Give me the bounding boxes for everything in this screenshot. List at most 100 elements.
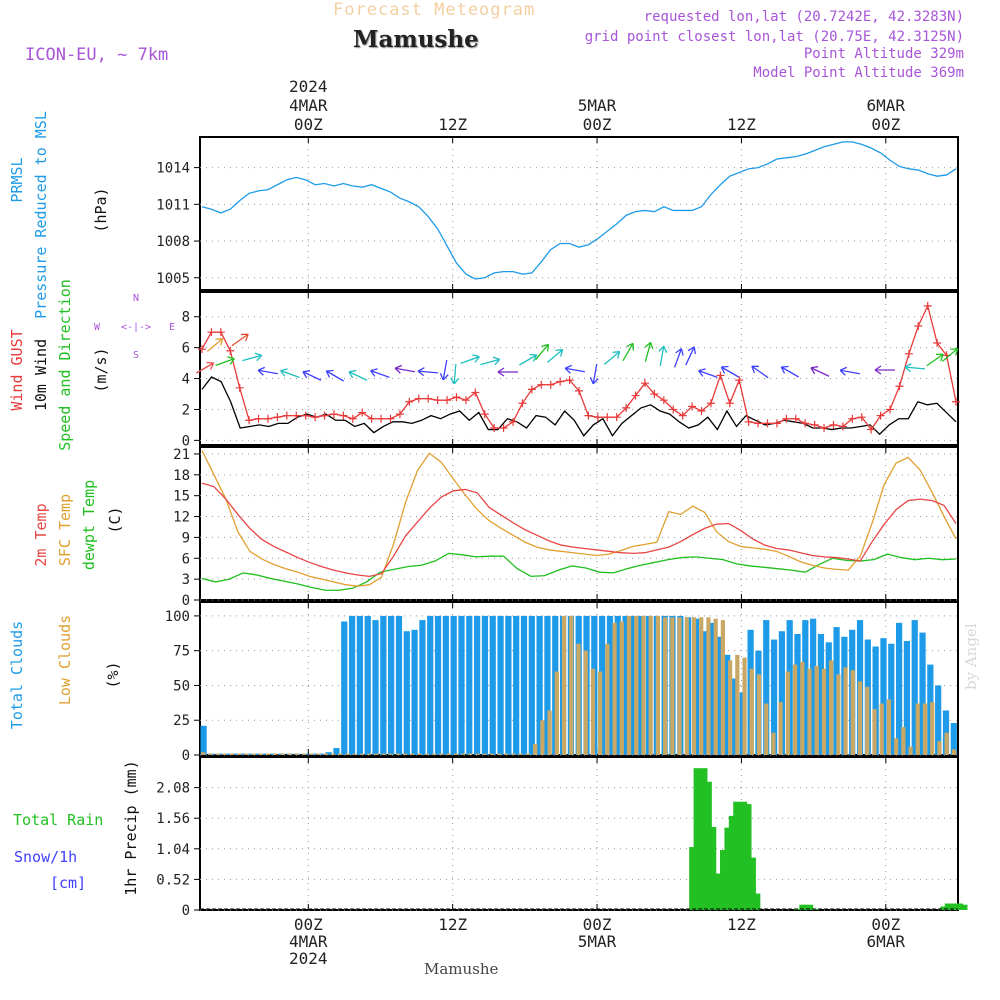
wind-arrow-shaft xyxy=(258,369,278,375)
clouds-y-tick-label: 75 xyxy=(173,644,190,660)
wind-y-tick-label: 4 xyxy=(182,372,190,388)
wind-gust-line-marker xyxy=(584,411,593,420)
total-clouds-bar xyxy=(380,615,387,755)
wind-direction-arrow xyxy=(780,365,799,378)
wind-arrow-head xyxy=(839,366,848,376)
wind-direction-arrow xyxy=(589,364,599,385)
total-clouds-bar xyxy=(458,615,465,755)
gust-label: Wind GUST xyxy=(8,329,26,410)
total-clouds-bar xyxy=(489,615,496,755)
low-clouds-bar xyxy=(857,681,863,755)
wind-gust-line-marker xyxy=(725,399,734,408)
low-clouds-bar xyxy=(764,703,769,755)
wind-arrow-shaft xyxy=(370,369,390,379)
wind-arrow-shaft xyxy=(941,348,959,362)
rain-bar xyxy=(746,893,761,910)
total-clouds-bar xyxy=(778,631,785,755)
low-clouds-bar xyxy=(547,710,552,755)
top-time-label: 00Z xyxy=(294,115,323,134)
wind-arrow-shaft xyxy=(698,369,718,379)
low-clouds-bar xyxy=(598,671,603,755)
wind-arrow-head xyxy=(644,341,654,350)
wind-arrow-head xyxy=(541,343,550,352)
low-clouds-bar xyxy=(699,617,704,755)
low-clouds-bar xyxy=(475,753,480,755)
wind-direction-arrow xyxy=(673,348,684,368)
wind-arrow-head xyxy=(240,333,249,342)
footer-location: Mamushe xyxy=(424,960,499,978)
wind-gust-line-marker xyxy=(593,413,602,422)
low-clouds-bar xyxy=(807,668,812,755)
wind-gust-line-marker xyxy=(556,377,565,386)
wind-direction-arrow xyxy=(698,368,718,379)
low-clouds-bar xyxy=(908,746,913,755)
total-clouds-bar xyxy=(442,615,449,755)
low-clouds-bar xyxy=(634,615,639,755)
compass-east: E xyxy=(169,322,175,333)
total-clouds-bar xyxy=(474,615,481,755)
wind-gust-line-marker xyxy=(848,414,857,423)
wind-gust-line-marker xyxy=(433,396,442,405)
wind-gust-line-marker xyxy=(424,394,433,403)
wind-direction-arrow xyxy=(480,356,501,366)
low-clouds-bar xyxy=(417,753,422,755)
low-clouds-bar xyxy=(735,654,740,755)
top-time-label: 6MAR xyxy=(867,96,906,115)
wind-arrow-head xyxy=(206,361,215,370)
wind-direction-arrow xyxy=(215,356,235,367)
total-clouds-bar xyxy=(364,615,371,755)
total-clouds-bar xyxy=(200,725,207,755)
wind-gust-line-marker xyxy=(565,376,574,385)
wind-gust-line-marker xyxy=(622,403,631,412)
clouds-unit: (%) xyxy=(104,661,122,688)
low-clouds-bar xyxy=(691,617,697,755)
low-clouds-bar xyxy=(944,732,949,755)
wind-arrow-shaft xyxy=(480,358,500,366)
wind-direction-arrow xyxy=(439,360,449,381)
low-clouds-label: Low Clouds xyxy=(56,615,74,705)
wind-direction-arrow xyxy=(941,347,959,362)
low-clouds-bar xyxy=(576,643,581,755)
wind-arrow-shaft xyxy=(659,346,665,366)
rain-bar xyxy=(799,904,814,910)
wind-gust-line-marker xyxy=(386,414,395,423)
wind-gust-line-marker xyxy=(273,413,282,422)
wind-arrow-head xyxy=(555,348,564,357)
wind-gust-line-marker xyxy=(867,425,876,434)
wind-arrow-shaft xyxy=(280,369,300,379)
low-clouds-bar xyxy=(439,753,444,755)
total-clouds-bar xyxy=(388,615,395,755)
wind-gust-line-marker xyxy=(782,414,791,423)
wind-gust-line-marker xyxy=(320,411,329,420)
wind-direction-arrow xyxy=(685,346,696,366)
low-clouds-bar xyxy=(460,753,466,755)
wind-arrow-shaft xyxy=(519,354,537,366)
wind-arrow-head xyxy=(325,369,334,378)
dewpt-line xyxy=(201,552,957,591)
low-clouds-bar xyxy=(446,753,451,755)
wind-direction-arrow xyxy=(603,350,621,365)
top-time-label: 4MAR xyxy=(289,96,328,115)
temp-y-tick-label: 21 xyxy=(173,447,190,463)
low-clouds-bar xyxy=(814,665,819,755)
low-clouds-bar xyxy=(222,753,227,755)
wind-arrow-head xyxy=(497,367,505,377)
total-clouds-bar xyxy=(348,615,356,755)
pressure-unit: (hPa) xyxy=(92,187,110,232)
wind-arrow-head xyxy=(626,342,635,351)
wind-arrow-head xyxy=(280,368,288,377)
total-clouds-bar xyxy=(911,620,918,755)
wind-direction-arrow xyxy=(370,368,390,379)
total-clouds-bar xyxy=(802,620,809,755)
temp-y-tick-label: 0 xyxy=(182,593,190,609)
total-clouds-bar xyxy=(794,633,801,755)
total-clouds-bar xyxy=(903,640,911,755)
total-clouds-bar xyxy=(411,629,418,755)
temp-y-tick-label: 18 xyxy=(173,468,190,484)
total-clouds-bar xyxy=(333,748,340,755)
wind-gust-line-marker xyxy=(339,411,348,420)
point-altitude: Point Altitude 329m xyxy=(803,46,964,62)
total-clouds-bar xyxy=(810,618,817,755)
wind-arrow-head xyxy=(254,352,263,362)
wind-arrow-head xyxy=(874,365,882,375)
